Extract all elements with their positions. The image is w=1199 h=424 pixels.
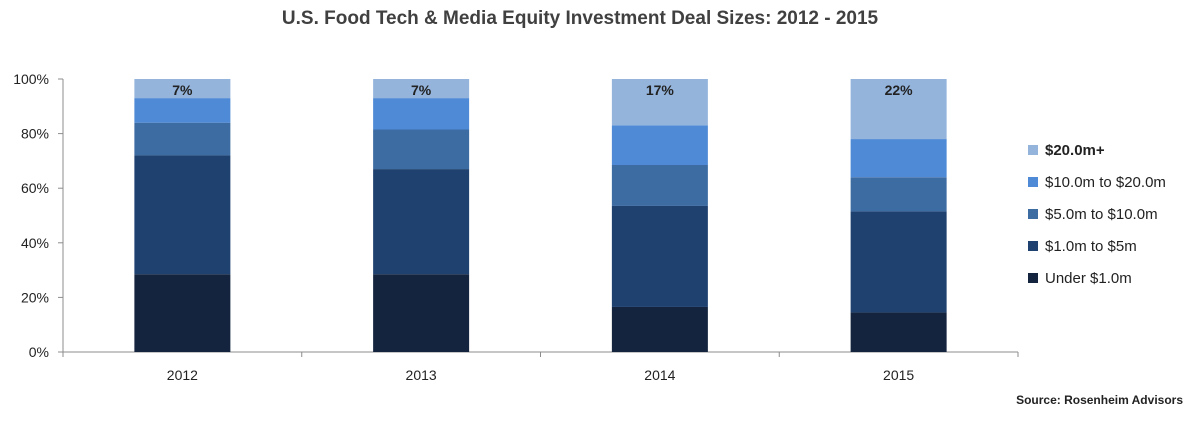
y-axis: 0% 20% 40% 60% 80% 100% <box>13 71 64 360</box>
x-tick-label: 2012 <box>167 367 198 383</box>
x-axis: 2012 2013 2014 2015 <box>62 351 1019 383</box>
legend-swatch <box>1028 273 1038 283</box>
legend-label: $5.0m to $10.0m <box>1045 205 1158 223</box>
bar-segment <box>134 79 231 99</box>
bar-segment <box>134 274 231 352</box>
data-label: 7% <box>172 82 193 98</box>
bar-segment <box>611 205 708 307</box>
legend-swatch <box>1028 209 1038 219</box>
bar-segment <box>850 79 947 140</box>
legend-label: $20.0m+ <box>1045 141 1105 159</box>
bar-segment <box>611 79 708 126</box>
data-label: 22% <box>885 82 914 98</box>
legend-item: $5.0m to $10.0m <box>1028 198 1166 230</box>
y-tick-label: 20% <box>21 289 49 305</box>
bar-segment <box>850 139 947 178</box>
bar-segment <box>850 312 947 352</box>
y-tick-label: 60% <box>21 180 49 196</box>
x-tick-label: 2015 <box>883 367 914 383</box>
legend-label: $1.0m to $5m <box>1045 237 1137 255</box>
x-tick-label: 2014 <box>644 367 675 383</box>
legend-item: $20.0m+ <box>1028 134 1166 166</box>
y-tick-label: 40% <box>21 235 49 251</box>
y-tick-label: 100% <box>13 71 49 87</box>
source-note: Source: Rosenheim Advisors <box>1016 393 1183 407</box>
bar-segment <box>373 79 470 99</box>
legend-swatch <box>1028 241 1038 251</box>
bars: 7% 7% 17% 22% <box>134 79 947 352</box>
bar-segment <box>373 169 470 275</box>
data-label: 7% <box>411 82 432 98</box>
bar-segment <box>134 155 231 275</box>
legend-swatch <box>1028 145 1038 155</box>
legend-label: $10.0m to $20.0m <box>1045 173 1166 191</box>
legend: $20.0m+ $10.0m to $20.0m $5.0m to $10.0m $1… <box>1028 134 1166 294</box>
legend-swatch <box>1028 177 1038 187</box>
data-label: 17% <box>646 82 675 98</box>
legend-label: Under $1.0m <box>1045 269 1132 287</box>
bar-segment <box>850 211 947 313</box>
bar-segment <box>134 98 231 123</box>
x-tick-label: 2013 <box>406 367 437 383</box>
bar-segment <box>373 274 470 352</box>
legend-item: Under $1.0m <box>1028 262 1166 294</box>
y-tick-label: 0% <box>29 344 49 360</box>
bar-segment <box>134 122 231 156</box>
bar-segment <box>611 164 708 206</box>
bar-segment <box>373 98 470 130</box>
bar-segment <box>373 129 470 170</box>
bar-segment <box>611 125 708 165</box>
bar-segment <box>850 177 947 212</box>
bar-segment <box>611 306 708 352</box>
chart-title: U.S. Food Tech & Media Equity Investment… <box>281 8 879 29</box>
y-tick-label: 80% <box>21 126 49 142</box>
legend-item: $10.0m to $20.0m <box>1028 166 1166 198</box>
legend-item: $1.0m to $5m <box>1028 230 1166 262</box>
